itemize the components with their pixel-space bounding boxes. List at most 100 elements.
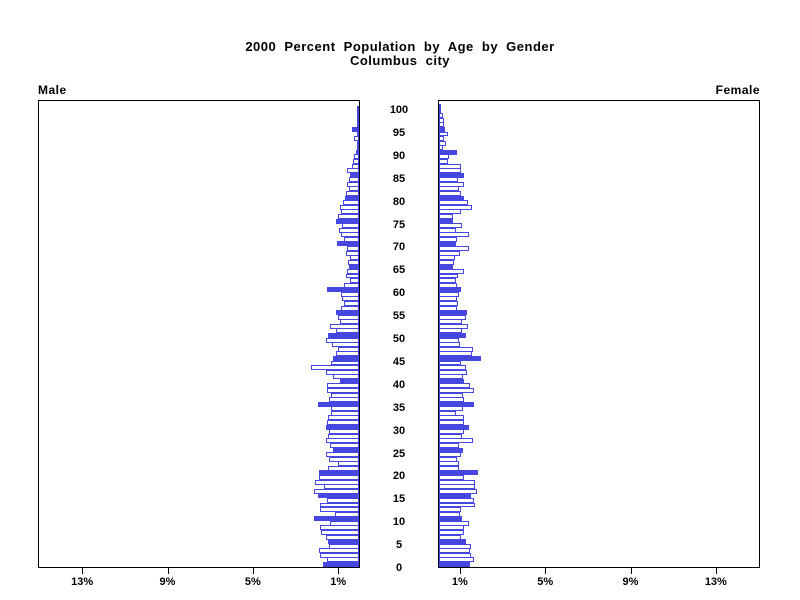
female-bar-age-96 bbox=[439, 122, 445, 128]
male-bar-age-59 bbox=[340, 291, 359, 297]
male-bar-age-58 bbox=[342, 296, 359, 302]
male-bar-age-80 bbox=[345, 195, 359, 201]
female-bar-age-48 bbox=[439, 342, 461, 348]
male-bar-age-64 bbox=[347, 268, 359, 274]
female-bar-age-93 bbox=[439, 136, 445, 142]
male-bar-age-43 bbox=[310, 365, 359, 371]
male-bar-age-71 bbox=[344, 236, 359, 242]
female-bar-age-39 bbox=[439, 383, 470, 389]
female-bar-age-18 bbox=[439, 479, 476, 485]
female-bar-age-61 bbox=[439, 282, 458, 288]
age-tick-label-45: 45 bbox=[392, 355, 406, 368]
female-bar-age-64 bbox=[439, 268, 464, 274]
male-bar-age-41 bbox=[333, 374, 359, 380]
male-bar-age-20 bbox=[318, 470, 359, 476]
male-bar-age-10 bbox=[313, 516, 359, 522]
male-bar-age-51 bbox=[335, 328, 359, 334]
female-bar-age-27 bbox=[439, 438, 473, 444]
male-bar-age-11 bbox=[334, 511, 359, 517]
female-bar-age-72 bbox=[439, 232, 469, 238]
female-x-tick-5 bbox=[545, 568, 547, 574]
chart-title-line1: 2000 Percent Population by Age by Gender bbox=[245, 39, 555, 54]
female-bar-age-0 bbox=[439, 562, 470, 567]
female-bar-age-46 bbox=[439, 351, 473, 357]
chart-title-line2: Columbus city bbox=[349, 53, 451, 68]
female-bar-age-36 bbox=[439, 397, 465, 403]
male-bar-age-45 bbox=[332, 355, 359, 361]
female-bar-age-30 bbox=[439, 424, 469, 430]
male-bar-age-25 bbox=[333, 447, 359, 453]
female-bar-age-70 bbox=[439, 241, 457, 247]
male-bar-age-98 bbox=[357, 113, 359, 119]
female-bar-age-34 bbox=[439, 406, 463, 412]
male-bar-age-84 bbox=[349, 177, 359, 183]
female-bar-age-38 bbox=[439, 388, 474, 393]
female-bar-age-54 bbox=[439, 314, 466, 320]
female-bar-age-26 bbox=[439, 442, 460, 448]
male-bar-age-57 bbox=[344, 300, 359, 306]
male-bar-age-26 bbox=[330, 442, 359, 448]
female-bar-age-10 bbox=[439, 516, 463, 522]
female-x-tick-13 bbox=[715, 568, 717, 574]
female-bar-age-67 bbox=[439, 255, 455, 261]
female-x-tick-label-9: 9% bbox=[622, 576, 639, 588]
male-bar-age-89 bbox=[353, 154, 359, 160]
male-bar-age-67 bbox=[349, 255, 359, 261]
female-bar-age-1 bbox=[439, 557, 475, 563]
female-bar-age-78 bbox=[439, 204, 473, 210]
female-bar-age-62 bbox=[439, 278, 457, 284]
female-bar-age-85 bbox=[439, 172, 465, 178]
age-tick-label-25: 25 bbox=[392, 447, 406, 460]
age-tick-label-40: 40 bbox=[392, 378, 406, 391]
female-bar-age-14 bbox=[439, 497, 475, 503]
age-tick-label-95: 95 bbox=[392, 126, 406, 139]
male-x-tick-1 bbox=[338, 568, 340, 574]
age-tick-label-60: 60 bbox=[392, 287, 406, 300]
age-tick-label-35: 35 bbox=[392, 401, 406, 414]
female-bar-age-97 bbox=[439, 117, 445, 123]
female-bar-age-3 bbox=[439, 548, 470, 554]
female-bar-age-2 bbox=[439, 552, 472, 558]
male-bar-age-78 bbox=[339, 204, 359, 210]
female-bar-age-49 bbox=[439, 337, 460, 343]
male-bar-age-44 bbox=[330, 360, 359, 366]
female-bar-age-4 bbox=[439, 543, 472, 549]
female-bar-age-92 bbox=[439, 140, 447, 146]
male-bar-age-28 bbox=[328, 433, 359, 439]
male-bar-age-68 bbox=[345, 250, 359, 256]
male-bar-age-96 bbox=[357, 122, 359, 128]
female-bar-age-94 bbox=[439, 131, 449, 137]
female-bar-age-76 bbox=[439, 213, 454, 219]
male-bar-age-0 bbox=[323, 562, 359, 567]
male-bar-age-81 bbox=[346, 191, 359, 197]
female-x-tick-1 bbox=[459, 568, 461, 574]
male-bar-age-50 bbox=[328, 333, 359, 338]
female-bar-age-20 bbox=[439, 470, 478, 476]
female-bar-age-52 bbox=[439, 323, 468, 329]
male-bar-age-65 bbox=[349, 264, 359, 270]
female-bar-age-57 bbox=[439, 300, 459, 306]
male-bar-age-17 bbox=[323, 484, 359, 490]
male-bar-age-39 bbox=[327, 383, 359, 389]
female-bar-age-9 bbox=[439, 520, 469, 526]
male-bar-age-82 bbox=[349, 186, 359, 192]
female-bar-age-43 bbox=[439, 365, 467, 371]
male-x-tick-label-13: 13% bbox=[71, 576, 94, 588]
female-bar-age-40 bbox=[439, 378, 465, 384]
male-bar-age-23 bbox=[328, 456, 359, 462]
male-bar-age-49 bbox=[325, 337, 359, 343]
age-tick-label-90: 90 bbox=[392, 149, 406, 162]
male-bar-age-29 bbox=[329, 429, 359, 435]
age-tick-label-75: 75 bbox=[392, 218, 406, 231]
female-bar-age-98 bbox=[439, 113, 443, 119]
male-bar-age-48 bbox=[332, 342, 359, 348]
male-bar-age-14 bbox=[327, 497, 359, 503]
male-bar-age-88 bbox=[352, 159, 359, 164]
female-bar-age-59 bbox=[439, 291, 460, 297]
male-bars-panel bbox=[38, 100, 360, 568]
male-bar-age-36 bbox=[329, 397, 359, 403]
male-bar-age-69 bbox=[347, 246, 359, 251]
male-bar-age-83 bbox=[347, 181, 359, 187]
male-bar-age-90 bbox=[356, 149, 359, 155]
male-bar-age-54 bbox=[337, 314, 359, 320]
